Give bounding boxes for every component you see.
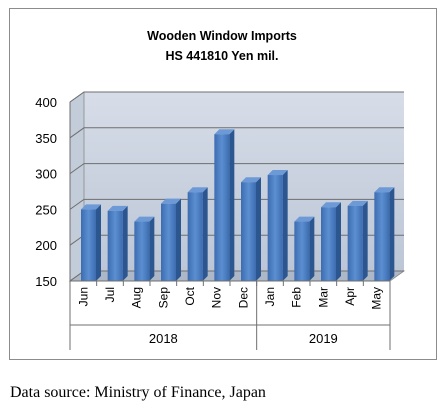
bar-side-jun	[96, 204, 101, 281]
bar-jun	[81, 209, 96, 281]
x-group-label-2019: 2019	[309, 331, 338, 346]
x-tick-label-jun: Jun	[76, 287, 90, 306]
bar-side-nov	[229, 129, 235, 281]
bar-top-apr	[347, 200, 368, 206]
chart-subtitle: HS 441810 Yen mil.	[165, 49, 278, 63]
y-tick-label-250: 250	[35, 202, 57, 217]
x-tick-label-dec: Dec	[236, 287, 250, 308]
source-note: Data source: Ministry of Finance, Japan	[10, 384, 266, 401]
y-tick-label-200: 200	[35, 238, 57, 253]
bar-side-jul	[122, 205, 128, 281]
bar-apr	[347, 205, 363, 281]
gridline-250	[69, 198, 404, 210]
bar-sep	[161, 203, 176, 281]
bar-side-dec	[256, 177, 261, 281]
bar-side-mar	[336, 202, 341, 281]
x-tick-label-oct: Oct	[183, 286, 197, 305]
bar-side-apr	[362, 200, 368, 281]
bar-side-oct	[202, 187, 208, 281]
gridline-400	[69, 91, 404, 103]
bar-side-may	[389, 187, 395, 281]
bar-top-dec	[241, 177, 261, 183]
x-tick-label-aug: Aug	[130, 287, 144, 308]
bar-may	[374, 192, 390, 281]
bar-dec	[241, 182, 256, 281]
x-tick-label-sep: Sep	[156, 287, 170, 309]
y-tick-label-350: 350	[35, 131, 57, 146]
bar-top-nov	[214, 129, 235, 135]
bar-side-feb	[309, 216, 315, 281]
bar-side-jan	[282, 170, 288, 281]
x-tick-label-may: May	[370, 287, 384, 310]
bar-mar	[321, 207, 336, 281]
bar-side-aug	[149, 216, 155, 281]
x-tick-label-apr: Apr	[343, 287, 357, 306]
x-tick-label-jul: Jul	[103, 287, 117, 302]
bar-nov	[214, 134, 230, 281]
y-tick-label-150: 150	[35, 274, 57, 289]
bar-feb	[294, 221, 310, 281]
bar-jul	[107, 210, 123, 281]
x-tick-label-feb: Feb	[290, 287, 304, 308]
bar-jan	[267, 175, 283, 281]
bar-top-mar	[321, 202, 341, 208]
x-group-label-2018: 2018	[149, 331, 178, 346]
y-tick-label-400: 400	[35, 95, 57, 110]
gridline-350	[69, 127, 404, 139]
bar-aug	[134, 221, 150, 281]
bar-top-oct	[187, 187, 208, 193]
bar-top-jan	[267, 170, 288, 176]
bar-top-sep	[161, 198, 181, 204]
x-tick-label-jan: Jan	[263, 287, 277, 306]
x-tick-label-nov: Nov	[210, 287, 224, 308]
bar-side-sep	[176, 198, 181, 281]
x-tick-label-mar: Mar	[316, 287, 330, 308]
bar-top-may	[374, 187, 395, 193]
bar-oct	[187, 192, 203, 281]
chart-title: Wooden Window Imports	[147, 29, 297, 43]
bar-top-jul	[107, 205, 128, 211]
gridline-300	[69, 163, 404, 175]
bar-top-aug	[134, 216, 155, 222]
y-tick-label-300: 300	[35, 167, 57, 182]
bar-top-feb	[294, 216, 315, 222]
bar-top-jun	[81, 204, 101, 210]
